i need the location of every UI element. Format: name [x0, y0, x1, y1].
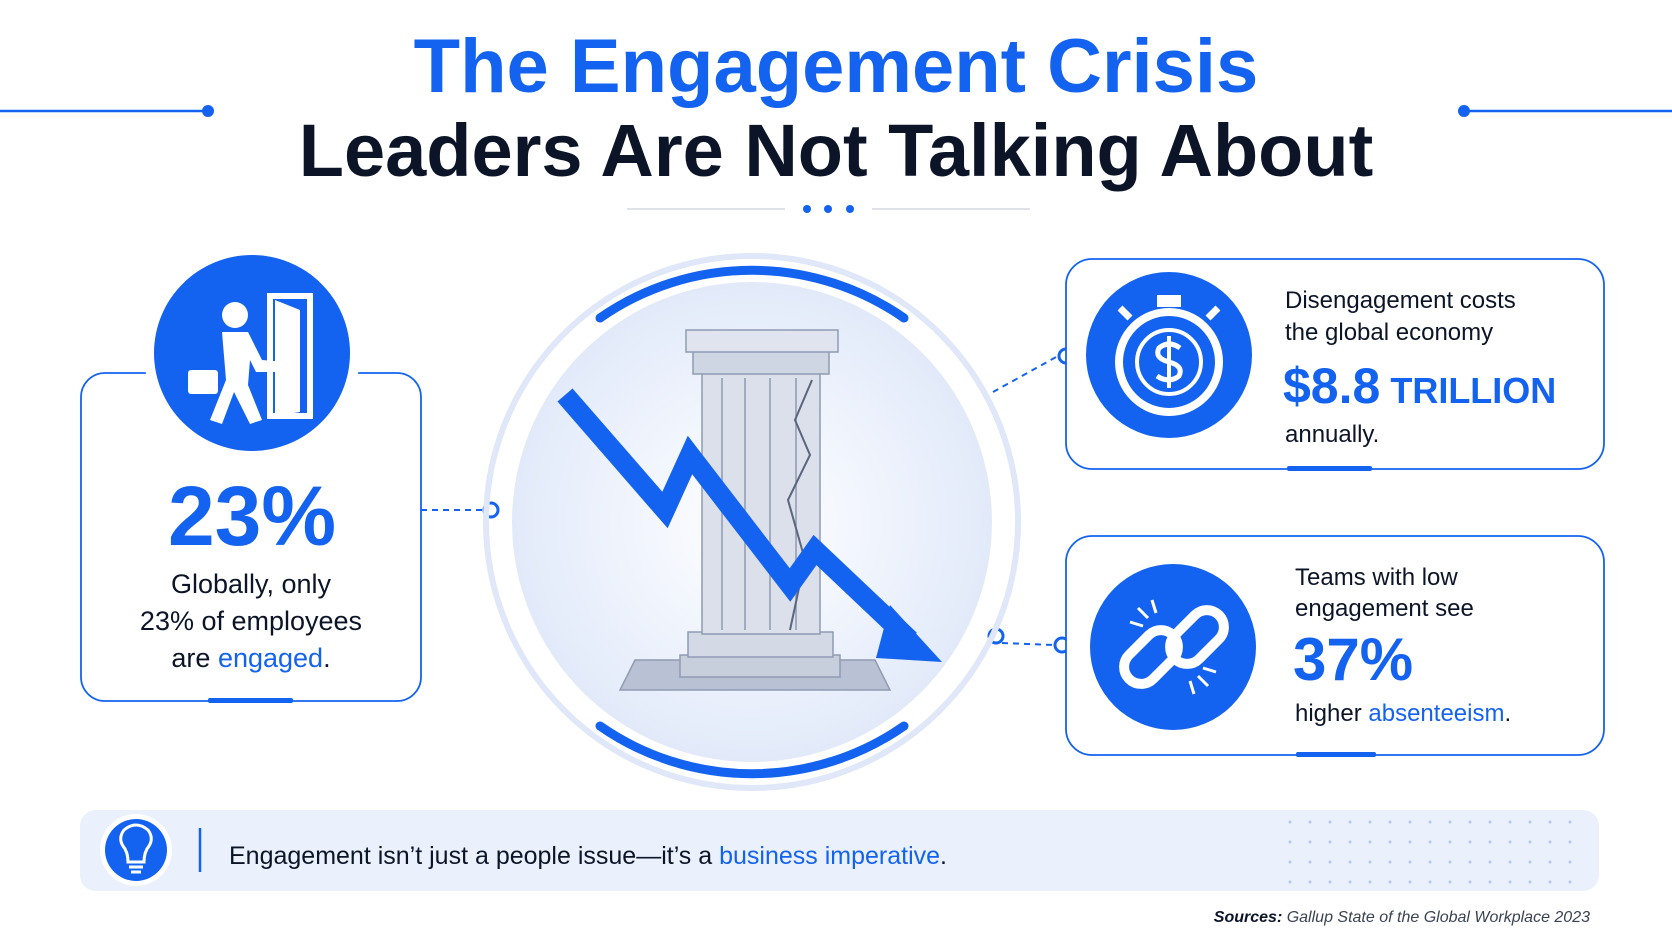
stat-text: engagement see	[1295, 595, 1474, 622]
pillar	[618, 329, 892, 691]
stat-text: Teams with low	[1295, 564, 1458, 591]
left-card: 23% Globally, only 23% of employees are …	[80, 245, 422, 703]
text-part: .	[323, 643, 331, 673]
stat-value: 37%	[1293, 626, 1413, 693]
title-line2: Leaders Are Not Talking About	[299, 109, 1373, 192]
stat-text: 23% of employees	[140, 606, 362, 636]
banner: Engagement isn’t just a people issue—it’…	[80, 810, 1599, 891]
stat-value: $8.8 TRILLION	[1283, 358, 1556, 414]
ring-arc	[595, 265, 909, 323]
highlight: absenteeism	[1368, 700, 1504, 727]
rule-dot	[202, 105, 214, 117]
stat-text: annually.	[1285, 421, 1379, 448]
highlight: engaged	[218, 643, 323, 673]
connector	[1001, 642, 1055, 646]
title-line1: The Engagement Crisis	[414, 24, 1259, 109]
text-part: .	[940, 842, 947, 870]
text-part: higher	[1295, 700, 1368, 727]
center-illustration	[483, 253, 1021, 791]
header: The Engagement Crisis Leaders Are Not Ta…	[0, 24, 1672, 213]
stat-text: are engaged.	[171, 643, 330, 673]
connector	[992, 355, 1059, 393]
banner-text: Engagement isn’t just a people issue—it’…	[229, 842, 947, 870]
cost-card: Disengagement costs the global economy $…	[1065, 258, 1605, 471]
sources: Sources: Gallup State of the Global Work…	[1214, 909, 1590, 926]
absence-card: Teams with low engagement see 37% higher…	[1065, 535, 1605, 757]
stat-value: 23%	[168, 469, 336, 563]
banner-bg	[80, 810, 1599, 891]
text-part: .	[1504, 700, 1511, 727]
unit: TRILLION	[1390, 370, 1556, 411]
divider-dot	[846, 205, 854, 213]
highlight: business imperative	[719, 842, 940, 870]
down-arrow	[557, 388, 917, 648]
arrow-head	[876, 605, 942, 662]
card-accent	[1296, 752, 1376, 757]
stat-text: Disengagement costs	[1285, 287, 1516, 314]
broken-chain-icon	[1119, 599, 1229, 695]
bulb-icon	[119, 823, 153, 874]
divider-dot	[803, 205, 811, 213]
divider-dot	[824, 205, 832, 213]
sources-label: Sources:	[1214, 909, 1282, 926]
stat-text: higher absenteeism.	[1295, 700, 1511, 727]
card-accent	[208, 698, 293, 703]
value: $8.8	[1283, 358, 1380, 414]
text-part: Engagement isn’t just a people issue—it’…	[229, 842, 719, 870]
person-door-icon	[188, 293, 313, 424]
outer-ring	[483, 253, 1021, 791]
stopwatch-icon	[1115, 295, 1223, 416]
stat-text: the global economy	[1285, 319, 1493, 346]
sources-text: Gallup State of the Global Workplace 202…	[1282, 909, 1590, 926]
stat-text: Globally, only	[171, 569, 332, 599]
ring-arc	[595, 721, 909, 779]
rule-dot	[1458, 105, 1470, 117]
dot-pattern	[1288, 820, 1572, 884]
text-part: are	[171, 643, 218, 673]
card-accent	[1287, 466, 1372, 471]
